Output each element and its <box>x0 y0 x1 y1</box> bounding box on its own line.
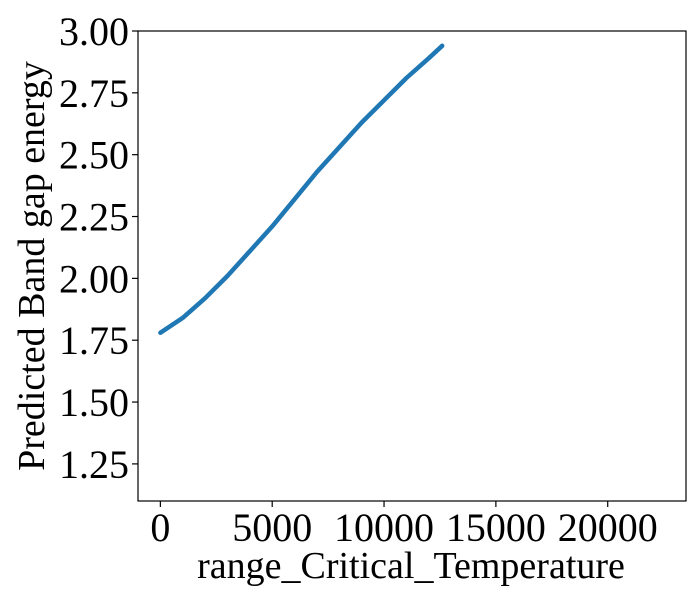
y-tick-label: 1.25 <box>59 442 129 487</box>
x-axis-ticks: 0 5000 10000 15000 20000 <box>150 501 658 550</box>
series-layer <box>158 43 445 336</box>
y-axis-label: Predicted Band gap energy <box>11 61 53 471</box>
y-tick-label: 2.75 <box>59 71 129 116</box>
y-tick-label: 2.00 <box>59 256 129 301</box>
y-tick-label: 2.25 <box>59 195 129 240</box>
series-line <box>158 43 445 336</box>
y-tick-label: 3.00 <box>59 9 129 54</box>
x-tick-label: 20000 <box>558 505 658 550</box>
y-tick-label: 1.50 <box>59 380 129 425</box>
y-tick-label: 2.50 <box>59 133 129 178</box>
y-axis-ticks: 1.25 1.50 1.75 2.00 2.25 2.50 2.75 3.00 <box>59 9 138 487</box>
plot-area <box>137 30 687 502</box>
y-tick-label: 1.75 <box>59 318 129 363</box>
x-tick-label: 10000 <box>334 505 434 550</box>
x-tick-label: 5000 <box>232 505 312 550</box>
x-axis-label: range_Critical_Temperature <box>197 545 625 587</box>
x-tick-label: 15000 <box>446 505 546 550</box>
x-tick-label: 0 <box>150 505 170 550</box>
